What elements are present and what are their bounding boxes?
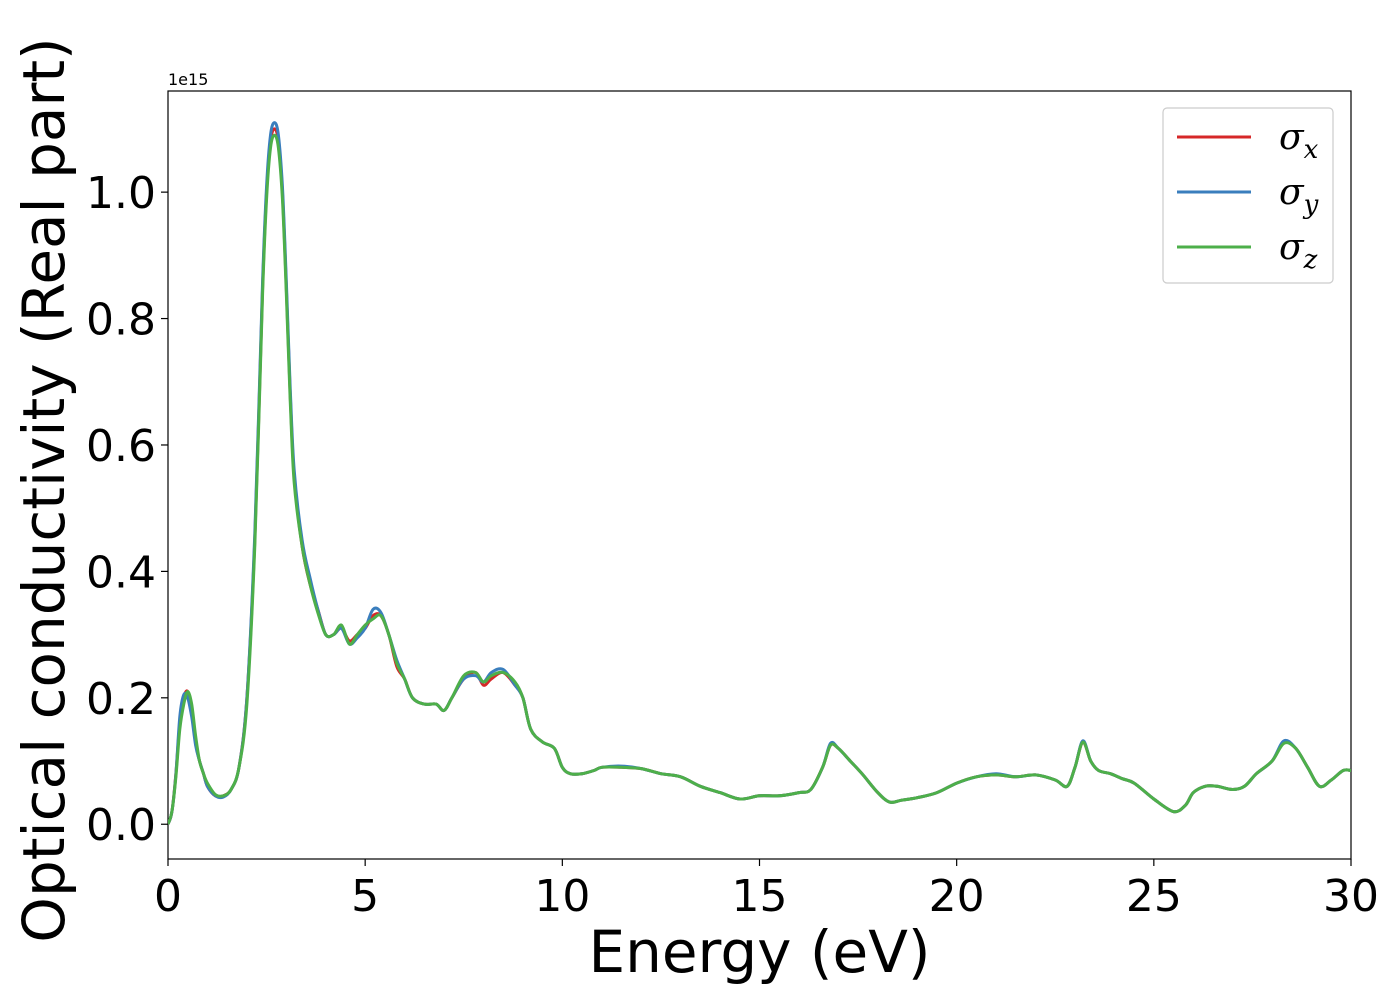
y-axis-title: Optical conductivity (Real part) xyxy=(10,37,78,942)
x-tick-label: 25 xyxy=(1126,871,1182,922)
legend-frame xyxy=(1162,107,1334,284)
series-line-sigma-z xyxy=(168,133,1351,825)
y-tick-label: 0.0 xyxy=(86,800,156,851)
y-tick-label: 1.0 xyxy=(86,168,156,219)
y-tick-label: 0.6 xyxy=(86,421,156,472)
x-tick-label: 5 xyxy=(351,871,379,922)
x-tick-label: 0 xyxy=(154,871,182,922)
legend-label-sigma-x: σx xyxy=(1279,117,1319,165)
legend: σx σy σz xyxy=(1162,107,1334,284)
y-tick-label: 0.2 xyxy=(86,674,156,725)
y-offset-label: 1e15 xyxy=(168,70,208,89)
x-axis-title: Energy (eV) xyxy=(588,918,930,986)
series-group xyxy=(168,121,1351,825)
x-tick-label: 15 xyxy=(732,871,788,922)
x-axis: 0 5 10 15 20 25 30 xyxy=(154,859,1379,922)
legend-label-sigma-y: σy xyxy=(1279,172,1319,220)
x-tick-label: 10 xyxy=(534,871,590,922)
x-tick-label: 30 xyxy=(1323,871,1379,922)
y-axis: 0.0 0.2 0.4 0.6 0.8 1.0 xyxy=(86,168,168,851)
y-tick-label: 0.4 xyxy=(86,547,156,598)
y-tick-label: 0.8 xyxy=(86,295,156,346)
legend-label-sigma-z: σz xyxy=(1279,227,1318,275)
x-tick-label: 20 xyxy=(929,871,985,922)
